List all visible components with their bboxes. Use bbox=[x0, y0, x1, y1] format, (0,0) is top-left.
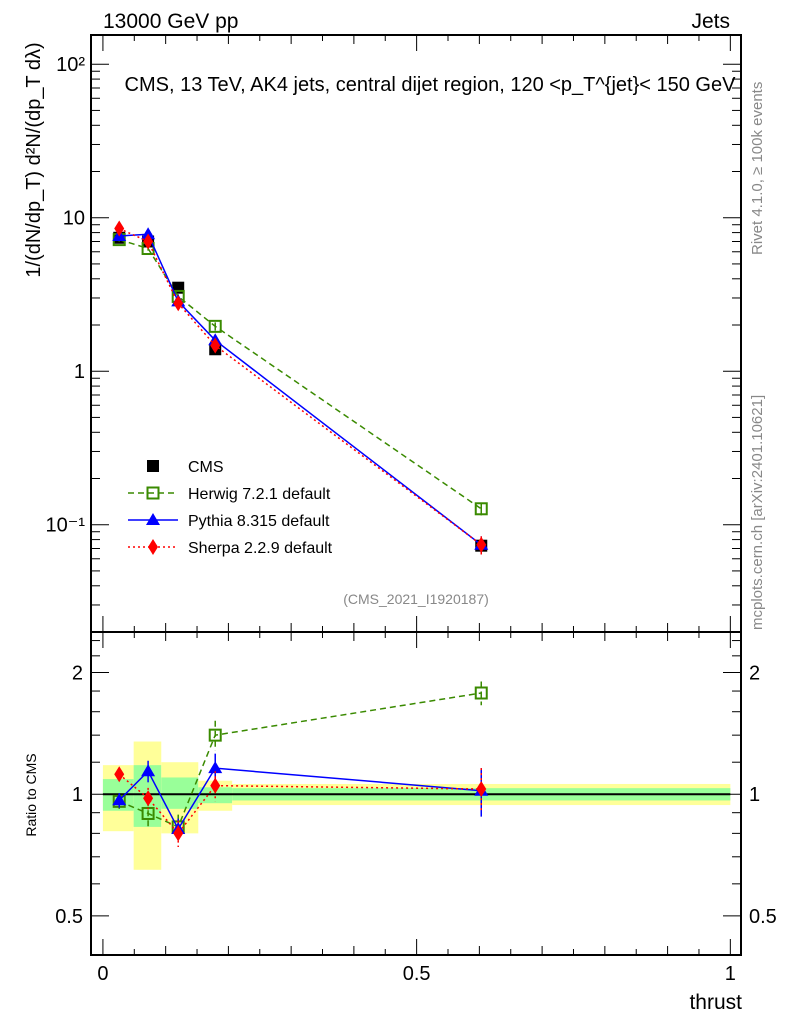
legend-label-sherpa: Sherpa 2.2.9 default bbox=[188, 540, 333, 557]
y-tick-label-ratio: 2 bbox=[72, 663, 83, 685]
sherpa-ratio-marker bbox=[476, 781, 487, 798]
sherpa-marker bbox=[173, 295, 184, 312]
legend-label-pythia: Pythia 8.315 default bbox=[188, 513, 330, 530]
ratio-band-inner bbox=[198, 787, 233, 804]
ratio-frame bbox=[90, 631, 742, 956]
rivet-label: Rivet 4.1.0, ≥ 100k events bbox=[749, 82, 766, 255]
plot-title: CMS, 13 TeV, AK4 jets, central dijet reg… bbox=[125, 74, 737, 96]
x-tick-label: 0.5 bbox=[403, 963, 431, 985]
sherpa-marker bbox=[143, 233, 154, 250]
y-axis-label-ratio: Ratio to CMS bbox=[23, 753, 39, 836]
sherpa-marker bbox=[476, 536, 487, 553]
y-tick-label-main: 10⁻¹ bbox=[46, 515, 86, 537]
herwig-ratio-marker bbox=[474, 686, 488, 700]
herwig-line bbox=[119, 238, 482, 510]
sherpa-ratio-line bbox=[118, 773, 482, 835]
sherpa-ratio-marker bbox=[114, 766, 125, 783]
y-tick-label-ratio: 1 bbox=[72, 784, 83, 806]
sherpa-ratio-marker bbox=[210, 777, 221, 794]
herwig-ratio-marker bbox=[208, 728, 222, 742]
herwig-marker bbox=[474, 502, 488, 516]
herwig-marker bbox=[208, 319, 222, 333]
legend-label-cms: CMS bbox=[188, 459, 224, 476]
legend-marker-pythia bbox=[146, 513, 160, 525]
legend-marker-cms bbox=[147, 460, 159, 472]
y-tick-label-main: 10 bbox=[63, 208, 85, 230]
mcplots-label: mcplots.cern.ch [arXiv:2401.10621] bbox=[749, 395, 766, 630]
y-tick-label-main: 1 bbox=[74, 361, 85, 383]
sherpa-marker bbox=[210, 337, 221, 354]
pythia-ratio-marker bbox=[208, 761, 223, 774]
pythia-ratio-marker bbox=[141, 764, 156, 777]
pythia-ratio-marker bbox=[112, 793, 127, 806]
x-tick-label: 0 bbox=[97, 963, 108, 985]
x-tick-label: 1 bbox=[725, 963, 736, 985]
legend-label-herwig: Herwig 7.2.1 default bbox=[188, 486, 331, 503]
sherpa-marker bbox=[114, 220, 125, 237]
analysis-label: (CMS_2021_I1920187) bbox=[343, 591, 489, 607]
y-tick-label-main: 10² bbox=[56, 54, 85, 76]
sherpa-ratio-marker bbox=[143, 790, 154, 807]
y-tick-label-ratio: 0.5 bbox=[55, 906, 83, 928]
y-tick-label-ratio-right: 2 bbox=[749, 663, 760, 685]
x-axis-label: thrust bbox=[689, 991, 742, 1014]
legend-marker-sherpa bbox=[148, 539, 158, 555]
header-left: 13000 GeV pp bbox=[103, 10, 238, 33]
legend-marker-herwig bbox=[146, 486, 160, 500]
header-right: Jets bbox=[691, 10, 730, 33]
y-tick-label-ratio-right: 0.5 bbox=[749, 906, 777, 928]
sherpa-ratio-marker bbox=[173, 825, 184, 842]
pythia-marker bbox=[141, 227, 156, 240]
y-tick-label-ratio-right: 1 bbox=[749, 784, 760, 806]
y-axis-label-main: 1/(dN/dp_T) d²N/(dp_T dλ) bbox=[23, 42, 45, 277]
